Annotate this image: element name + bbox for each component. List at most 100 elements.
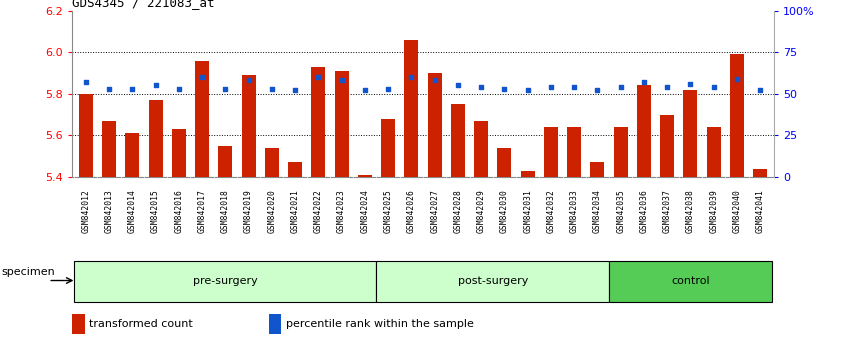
Text: GSM842024: GSM842024 (360, 189, 370, 233)
Point (195, 74, 209, 80)
Bar (753, 169, 767, 177)
Text: GSM842034: GSM842034 (593, 189, 602, 233)
Bar (706, 127, 721, 177)
Bar (218, 146, 233, 177)
Text: GSM842015: GSM842015 (151, 189, 160, 233)
Bar (72, 314, 85, 334)
Bar (102, 121, 116, 177)
Point (125, 86, 139, 92)
Point (149, 82, 162, 88)
Text: GSM842021: GSM842021 (291, 189, 299, 233)
Text: GDS4345 / 221083_at: GDS4345 / 221083_at (72, 0, 214, 10)
Text: GSM842030: GSM842030 (500, 189, 509, 233)
Text: GSM842028: GSM842028 (453, 189, 463, 233)
Point (707, 84, 721, 90)
Bar (74, 261, 376, 302)
Text: GSM842012: GSM842012 (81, 189, 91, 233)
Bar (149, 100, 162, 177)
Point (475, 84, 488, 90)
Text: pre-surgery: pre-surgery (193, 275, 258, 286)
Text: GSM842041: GSM842041 (755, 189, 765, 233)
Point (637, 79, 651, 85)
Bar (497, 148, 511, 177)
Text: GSM842017: GSM842017 (198, 189, 206, 233)
Text: GSM842026: GSM842026 (407, 189, 416, 233)
Text: GSM842027: GSM842027 (430, 189, 439, 233)
Bar (358, 175, 372, 177)
Bar (172, 129, 186, 177)
Text: GSM842013: GSM842013 (105, 189, 113, 233)
Point (79, 79, 92, 85)
Text: GSM842032: GSM842032 (547, 189, 555, 233)
Bar (637, 86, 651, 177)
Bar (684, 90, 697, 177)
Bar (265, 148, 279, 177)
Text: GSM842029: GSM842029 (476, 189, 486, 233)
Point (428, 78, 442, 83)
Bar (376, 261, 609, 302)
Point (265, 86, 278, 92)
Text: specimen: specimen (2, 267, 55, 277)
Point (172, 86, 185, 92)
Point (335, 78, 349, 83)
Point (451, 82, 464, 88)
Bar (288, 162, 302, 177)
Text: percentile rank within the sample: percentile rank within the sample (286, 319, 474, 329)
Bar (268, 314, 281, 334)
Point (242, 78, 255, 83)
Point (568, 84, 581, 90)
Point (404, 74, 418, 80)
Text: GSM842039: GSM842039 (709, 189, 718, 233)
Text: GSM842019: GSM842019 (244, 189, 253, 233)
Text: GSM842036: GSM842036 (640, 189, 648, 233)
Point (497, 86, 511, 92)
Text: GSM842031: GSM842031 (523, 189, 532, 233)
Bar (195, 61, 209, 177)
Text: GSM842035: GSM842035 (616, 189, 625, 233)
Point (288, 88, 302, 93)
Point (591, 88, 604, 93)
Bar (311, 67, 326, 177)
Bar (404, 40, 419, 177)
Point (311, 74, 325, 80)
Text: GSM842040: GSM842040 (733, 189, 741, 233)
Bar (609, 261, 772, 302)
Point (102, 86, 116, 92)
Text: GSM842020: GSM842020 (267, 189, 277, 233)
Point (730, 76, 744, 82)
Bar (567, 127, 581, 177)
Bar (730, 54, 744, 177)
Bar (520, 171, 535, 177)
Point (218, 86, 232, 92)
Text: transformed count: transformed count (90, 319, 193, 329)
Bar (613, 127, 628, 177)
Point (544, 84, 558, 90)
Bar (660, 115, 674, 177)
Text: GSM842022: GSM842022 (314, 189, 323, 233)
Bar (382, 119, 395, 177)
Bar (335, 71, 349, 177)
Bar (474, 121, 488, 177)
Point (382, 86, 395, 92)
Point (521, 88, 535, 93)
Point (754, 88, 767, 93)
Bar (125, 133, 140, 177)
Text: GSM842016: GSM842016 (174, 189, 184, 233)
Text: GSM842037: GSM842037 (662, 189, 672, 233)
Bar (79, 94, 93, 177)
Point (684, 81, 697, 87)
Bar (427, 73, 442, 177)
Bar (591, 162, 604, 177)
Text: GSM842038: GSM842038 (686, 189, 695, 233)
Bar (242, 75, 255, 177)
Text: GSM842033: GSM842033 (569, 189, 579, 233)
Text: GSM842025: GSM842025 (383, 189, 393, 233)
Text: GSM842018: GSM842018 (221, 189, 230, 233)
Text: post-surgery: post-surgery (458, 275, 528, 286)
Point (614, 84, 628, 90)
Text: GSM842014: GSM842014 (128, 189, 137, 233)
Text: control: control (671, 275, 710, 286)
Point (358, 88, 371, 93)
Text: GSM842023: GSM842023 (337, 189, 346, 233)
Bar (544, 127, 558, 177)
